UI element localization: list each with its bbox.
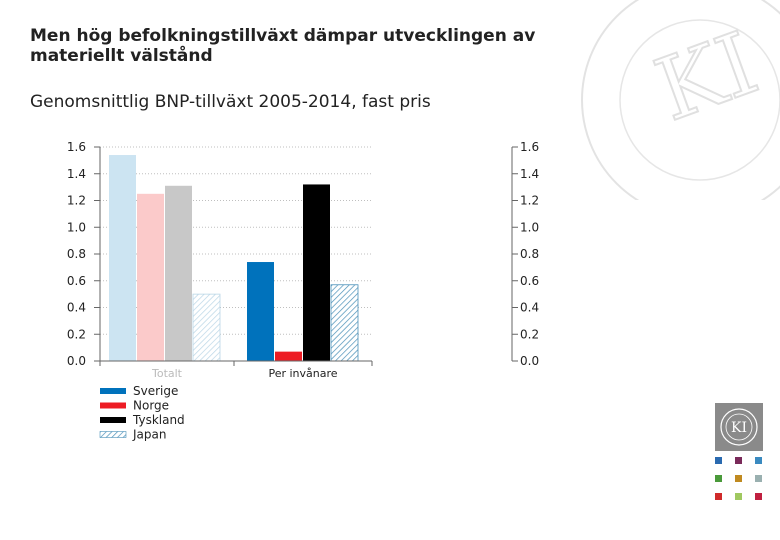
color-square-icon: [735, 457, 742, 464]
left-tick-label: 0.6: [67, 274, 86, 288]
right-tick-label: 0.4: [520, 301, 539, 315]
color-square-icon: [715, 475, 722, 482]
bar: [109, 155, 136, 361]
x-category-label: Per invånare: [268, 367, 337, 380]
color-square-icon: [755, 475, 762, 482]
left-tick-label: 1.4: [67, 167, 86, 181]
page-title: Men hög befolkningstillväxt dämpar utvec…: [30, 26, 536, 66]
right-tick-label: 0.6: [520, 274, 539, 288]
legend-label: Sverige: [133, 384, 178, 398]
bar: [303, 184, 330, 361]
legend-label: Japan: [132, 428, 166, 442]
left-tick-label: 0.2: [67, 327, 86, 341]
color-square-icon: [715, 493, 722, 500]
ki-logo: KI: [715, 403, 763, 451]
left-tick-label: 1.0: [67, 220, 86, 234]
legend-swatch: [100, 402, 126, 409]
logo-letters: KI: [731, 420, 747, 436]
x-category-label: Totalt: [151, 367, 183, 380]
bar: [330, 284, 359, 362]
right-tick-label: 1.2: [520, 194, 539, 208]
left-tick-label: 0.8: [67, 247, 86, 261]
ki-watermark-seal: KI: [581, 0, 780, 200]
left-tick-label: 1.2: [67, 194, 86, 208]
color-square-icon: [715, 457, 722, 464]
color-square-icon: [735, 475, 742, 482]
bar: [247, 262, 274, 361]
color-square-icon: [755, 457, 762, 464]
right-tick-label: 0.0: [520, 354, 539, 368]
right-tick-label: 1.6: [520, 140, 539, 154]
color-icon-grid: [715, 457, 762, 500]
bar: [165, 185, 192, 361]
bar: [275, 351, 302, 361]
bar: [137, 193, 164, 361]
right-tick-label: 0.8: [520, 247, 539, 261]
left-tick-label: 0.4: [67, 301, 86, 315]
color-square-icon: [755, 493, 762, 500]
legend-label: Tyskland: [132, 413, 185, 427]
legend-swatch: [99, 431, 127, 438]
legend-label: Norge: [133, 399, 169, 413]
left-tick-label: 0.0: [67, 354, 86, 368]
left-tick-label: 1.6: [67, 140, 86, 154]
right-tick-label: 1.4: [520, 167, 539, 181]
right-tick-label: 0.2: [520, 327, 539, 341]
color-square-icon: [735, 493, 742, 500]
bar: [192, 293, 221, 362]
legend-swatch: [100, 388, 126, 394]
legend-swatch: [100, 417, 126, 423]
right-tick-label: 1.0: [520, 220, 539, 234]
chart-subtitle: Genomsnittlig BNP-tillväxt 2005-2014, fa…: [30, 92, 431, 112]
